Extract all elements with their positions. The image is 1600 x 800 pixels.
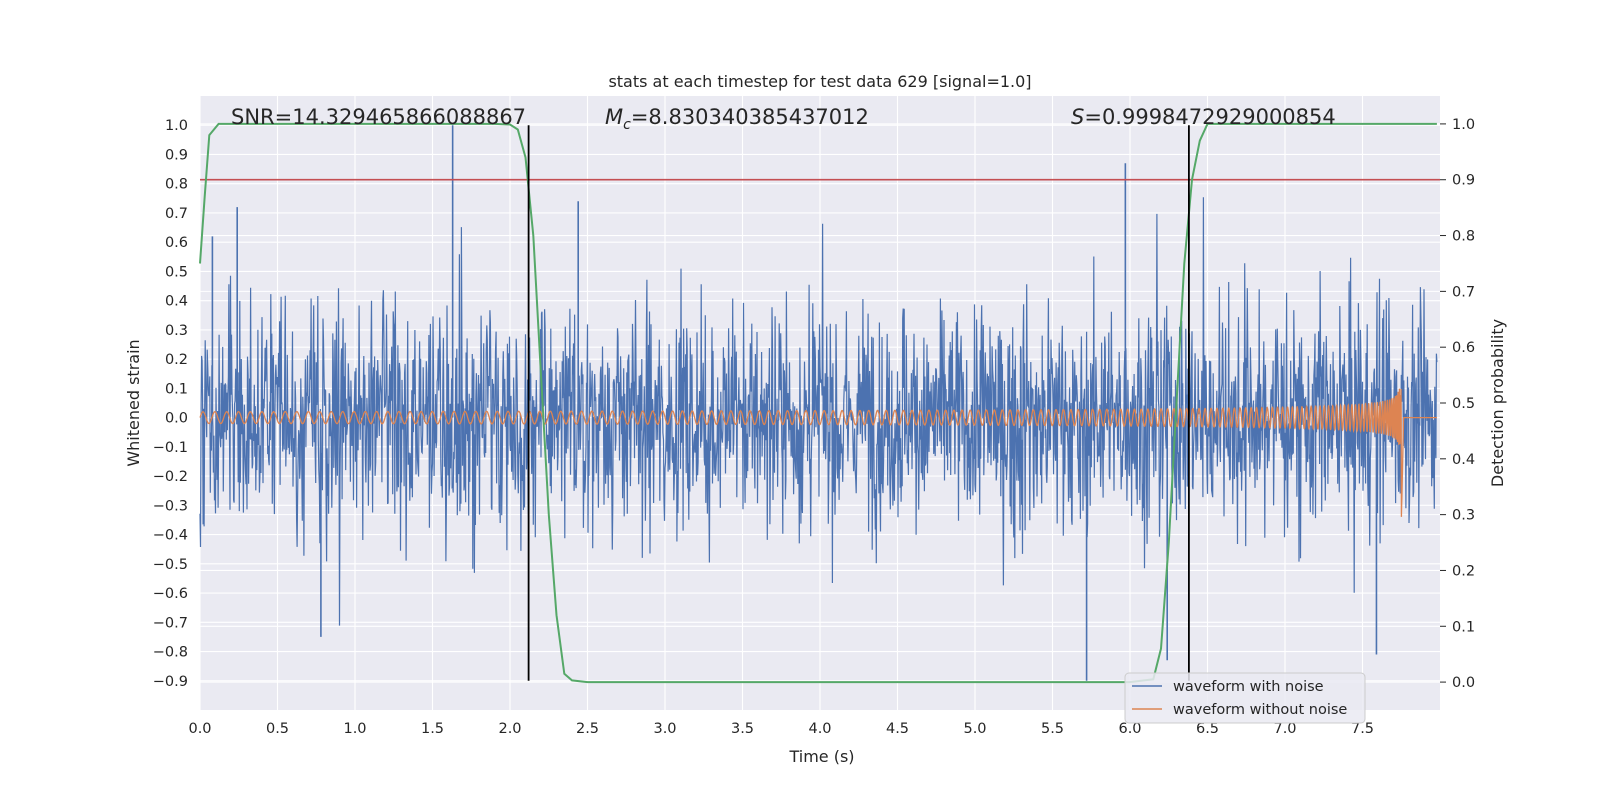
x-tick-label: 1.5 <box>421 721 444 737</box>
x-tick-label: 2.5 <box>576 721 599 737</box>
legend: waveform with noise waveform without noi… <box>1124 672 1366 724</box>
y-tick-label: 0.3 <box>165 323 188 339</box>
y-tick-label: 0.1 <box>165 381 188 397</box>
x-tick-label: 5.5 <box>1041 721 1064 737</box>
y-tick-label: −0.7 <box>153 615 188 631</box>
x-axis-label: Time (s) <box>788 747 854 766</box>
y-tick-label: 0.0 <box>165 411 188 427</box>
y2-tick-label: 0.2 <box>1452 563 1475 579</box>
y-tick-label: 0.8 <box>165 177 188 193</box>
y-tick-label: 0.6 <box>165 235 188 251</box>
s-annotation: S=0.9998472929000854 <box>1071 105 1336 129</box>
y2-tick-label: 1.0 <box>1452 117 1475 133</box>
snr-annotation: SNR=14.329465866088867 <box>231 105 526 129</box>
legend-label-clean: waveform without noise <box>1173 702 1347 718</box>
x-tick-label: 5.0 <box>963 721 986 737</box>
y-tick-label: −0.4 <box>153 528 188 544</box>
noise-waveform-line <box>199 197 1438 626</box>
x-tick-label: 6.0 <box>1118 721 1141 737</box>
mc-subscript: c <box>623 117 631 133</box>
y2-tick-label: 0.3 <box>1452 508 1475 524</box>
x-tick-label: 3.5 <box>731 721 754 737</box>
clean-waveform-line <box>199 388 1437 517</box>
y2-tick-label: 0.6 <box>1452 340 1475 356</box>
x-tick-label: 2.0 <box>498 721 521 737</box>
x-tick-label: 6.5 <box>1196 721 1219 737</box>
y-tick-label: 0.5 <box>165 264 188 280</box>
x-tick-label: 1.0 <box>343 721 366 737</box>
clean-waveform-layer <box>199 388 1437 517</box>
y-tick-label: 0.7 <box>165 206 188 222</box>
y-tick-label: −0.1 <box>153 440 188 456</box>
mc-symbol: M <box>605 105 623 129</box>
x-tick-label: 7.0 <box>1273 721 1296 737</box>
y-tick-label: 0.4 <box>165 294 188 310</box>
tick-labels: 0.0 0.5 1.0 1.5 2.0 2.5 3.0 3.5 4.0 4.5 5.0 5.5 6.0 6… <box>153 117 1475 737</box>
y2-tick-label: 0.5 <box>1452 396 1475 412</box>
s-symbol: S <box>1071 105 1084 129</box>
y-tick-label: −0.2 <box>153 469 188 485</box>
legend-label-noise: waveform with noise <box>1173 679 1324 695</box>
y-tick-label: 0.9 <box>165 147 188 163</box>
x-tick-label: 0.0 <box>188 721 211 737</box>
x-tick-label: 3.0 <box>653 721 676 737</box>
x-tick-label: 4.5 <box>886 721 909 737</box>
y-tick-label: 1.0 <box>165 118 188 134</box>
x-tick-label: 7.5 <box>1351 721 1374 737</box>
y2-tick-label: 0.8 <box>1452 229 1475 245</box>
y-tick-label: −0.5 <box>153 557 188 573</box>
y2-tick-label: 0.4 <box>1452 452 1475 468</box>
y-axis-label: Whitened strain <box>124 339 143 466</box>
y-tick-label: −0.3 <box>153 498 188 514</box>
y2-axis-label: Detection probability <box>1488 319 1507 487</box>
overlay-layer <box>199 122 1440 684</box>
y-tick-label: −0.8 <box>153 645 188 661</box>
y2-tick-label: 0.9 <box>1452 173 1475 189</box>
s-value: =0.9998472929000854 <box>1084 105 1335 129</box>
y2-tick-label: 0.7 <box>1452 284 1475 300</box>
noise-waveform-layer <box>199 125 1438 681</box>
y2-tick-label: 0.1 <box>1452 619 1475 635</box>
y-tick-label: 0.2 <box>165 352 188 368</box>
mc-value: =8.830340385437012 <box>631 105 869 129</box>
y-tick-label: −0.6 <box>153 586 188 602</box>
y-tick-label: −0.9 <box>153 674 188 690</box>
y2-tick-label: 0.0 <box>1452 675 1475 691</box>
mc-annotation: Mc=8.830340385437012 <box>605 105 869 133</box>
chart-title: stats at each timestep for test data 629… <box>608 72 1031 91</box>
x-tick-label: 0.5 <box>266 721 289 737</box>
x-tick-label: 4.0 <box>808 721 831 737</box>
legend-box <box>1124 672 1366 724</box>
